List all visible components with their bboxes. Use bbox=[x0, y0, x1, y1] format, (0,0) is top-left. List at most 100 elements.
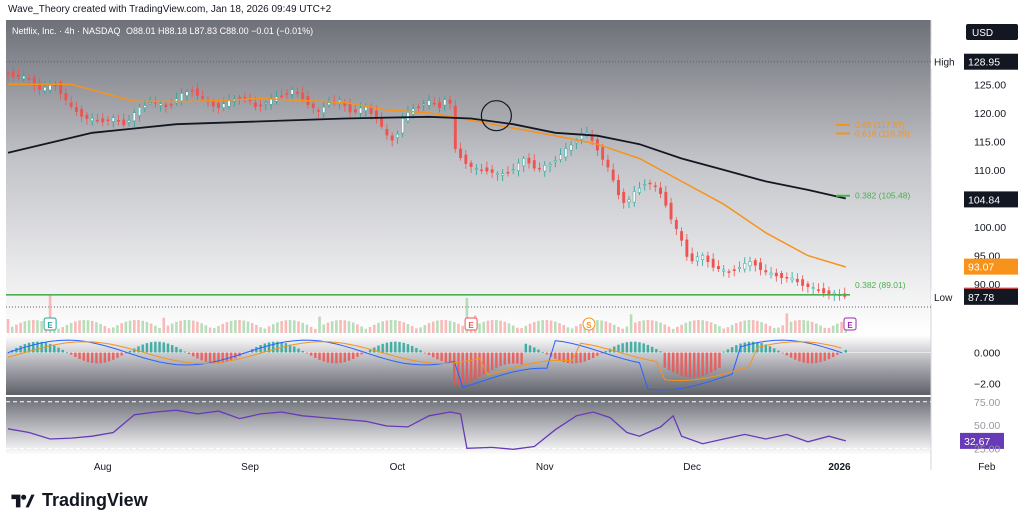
macd-histogram-bar bbox=[537, 349, 540, 353]
macd-histogram-bar bbox=[726, 349, 730, 353]
volume-bar bbox=[145, 321, 149, 333]
macd-line bbox=[7, 339, 842, 391]
volume-bar bbox=[238, 320, 241, 333]
volume-bar bbox=[221, 323, 225, 333]
macd-histogram-bar bbox=[170, 345, 174, 353]
volume-bar bbox=[688, 321, 692, 333]
volume-bar bbox=[246, 321, 250, 333]
price-axis[interactable] bbox=[931, 20, 1018, 455]
macd-histogram-bar bbox=[32, 341, 35, 353]
volume-bar bbox=[532, 322, 536, 333]
ohlc-info: O88.01 H88.18 L87.83 C88.00 −0.01 (−0.01… bbox=[126, 26, 313, 36]
macd-histogram-bar bbox=[166, 343, 170, 353]
macd-histogram-bar bbox=[512, 352, 515, 364]
macd-histogram-bar bbox=[844, 349, 847, 353]
volume-bar bbox=[69, 322, 73, 333]
macd-histogram-bar bbox=[352, 352, 355, 359]
volume-bar bbox=[570, 328, 574, 333]
x-tick-label: Sep bbox=[241, 462, 259, 473]
rsi-line bbox=[7, 409, 846, 450]
volume-bar bbox=[436, 320, 439, 333]
volume-bar bbox=[116, 325, 119, 333]
volume-bar bbox=[444, 320, 448, 333]
macd-histogram-bar bbox=[680, 352, 683, 376]
volume-bar bbox=[427, 323, 431, 333]
event-marker[interactable] bbox=[843, 317, 857, 331]
volume-bar bbox=[292, 320, 296, 333]
event-marker[interactable] bbox=[582, 317, 596, 331]
volume-bar bbox=[208, 327, 212, 333]
macd-histogram-bar bbox=[145, 343, 149, 353]
volume-bar bbox=[133, 320, 136, 333]
volume-bar bbox=[718, 326, 721, 333]
macd-histogram-bar bbox=[469, 352, 473, 382]
volume-bar bbox=[575, 326, 578, 333]
macd-histogram-bar bbox=[208, 352, 212, 363]
macd-histogram-bar bbox=[465, 352, 469, 383]
volume-bar bbox=[351, 322, 355, 333]
volume-bar bbox=[280, 321, 283, 333]
volume-bar bbox=[305, 324, 309, 333]
volume-bar bbox=[419, 327, 422, 333]
volume-bar bbox=[149, 323, 153, 333]
macd-histogram-bar bbox=[659, 351, 662, 353]
candle-body bbox=[732, 269, 736, 271]
macd-histogram-bar bbox=[162, 342, 165, 353]
volume-bar bbox=[600, 320, 603, 333]
candle-body bbox=[422, 103, 426, 106]
event-marker[interactable] bbox=[43, 317, 57, 331]
volume-bar bbox=[31, 320, 35, 333]
volume-bar bbox=[549, 320, 553, 333]
candle-body bbox=[311, 103, 315, 108]
volume-bar bbox=[99, 323, 102, 333]
candle-body bbox=[190, 90, 194, 92]
macd-histogram-bar bbox=[6, 352, 10, 354]
macd-histogram-bar bbox=[777, 350, 780, 353]
candle-body bbox=[38, 82, 42, 91]
volume-bar bbox=[650, 320, 654, 333]
event-marker[interactable] bbox=[464, 317, 478, 331]
candle-body bbox=[532, 160, 536, 169]
volume-bar bbox=[739, 321, 742, 333]
volume-bar bbox=[90, 320, 94, 333]
volume-bar bbox=[798, 320, 801, 333]
volume-bar bbox=[671, 328, 675, 333]
price-label-value: 87.78 bbox=[968, 292, 994, 304]
macd-histogram-bar bbox=[347, 352, 351, 361]
candle-body bbox=[85, 114, 89, 119]
volume-bar bbox=[343, 320, 347, 333]
volume-bar bbox=[309, 326, 313, 333]
macd-histogram-bar bbox=[377, 345, 380, 353]
candle-body bbox=[211, 101, 215, 107]
candle-body bbox=[495, 173, 499, 175]
volume-bar bbox=[831, 325, 835, 333]
volume-bar bbox=[617, 326, 620, 333]
macd-histogram-bar bbox=[533, 347, 536, 353]
macd-histogram-bar bbox=[192, 352, 195, 357]
candle-body bbox=[327, 102, 331, 106]
volume-bar bbox=[162, 317, 166, 333]
price-label-value: 93.07 bbox=[968, 262, 994, 274]
volume-bar bbox=[633, 322, 637, 333]
macd-histogram-bar bbox=[221, 352, 224, 363]
volume-bar bbox=[36, 320, 39, 333]
candle-body bbox=[69, 102, 73, 107]
candle-body bbox=[259, 104, 263, 107]
tradingview-logo[interactable]: TradingView bbox=[10, 490, 148, 511]
volume-bar bbox=[457, 323, 460, 333]
volume-bar bbox=[15, 324, 18, 333]
volume-bar bbox=[676, 326, 679, 333]
candle-body bbox=[164, 104, 168, 108]
candle-body bbox=[659, 187, 662, 195]
macd-histogram-bar bbox=[642, 343, 645, 353]
volume-bar bbox=[423, 325, 427, 333]
candle-body bbox=[127, 120, 131, 123]
macd-histogram-bar bbox=[528, 345, 532, 353]
macd-histogram-bar bbox=[213, 352, 216, 364]
candle-body bbox=[438, 102, 441, 108]
currency-badge[interactable] bbox=[966, 24, 1018, 40]
macd-histogram-bar bbox=[629, 341, 633, 353]
macd-histogram-bar bbox=[432, 352, 435, 358]
macd-histogram-bar bbox=[419, 350, 422, 353]
